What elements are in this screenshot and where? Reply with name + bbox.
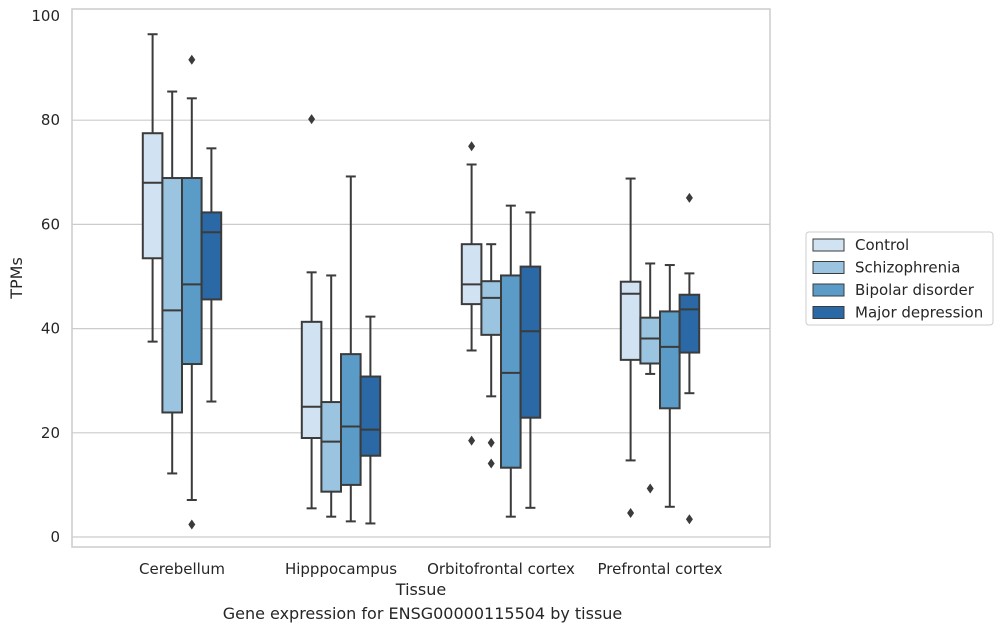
outlier-point [685,514,693,525]
legend-frame [805,231,994,326]
box-iqr [340,353,362,486]
plot-frame [71,8,771,548]
legend-label: Control [855,236,909,254]
box-iqr [678,293,701,354]
box-iqr [460,243,483,306]
box-iqr [181,177,203,366]
box-iqr [320,401,342,493]
x-tick-label: Orbitofrontal cortex [427,560,575,578]
box-iqr [500,274,522,469]
box-bipolar-disorder [500,204,522,518]
y-tick-label: 100 [31,7,60,25]
y-axis-label: TPMs [7,257,26,300]
box-control [460,141,483,446]
y-tick-label: 60 [41,215,60,233]
y-tick-label: 20 [41,424,60,442]
legend-swatch [812,283,845,297]
box-schizophrenia [320,274,342,518]
x-tick-label: Prefrontal cortex [598,560,723,578]
box-iqr [659,310,681,410]
legend-label: Schizophrenia [855,259,960,277]
box-control [619,177,642,519]
box-iqr [519,265,542,419]
box-schizophrenia [639,262,662,494]
y-tick-label: 80 [41,111,60,129]
outlier-point [487,458,495,469]
outlier-point [646,483,654,494]
x-axis-label: Tissue [395,580,446,599]
box-major-depression [200,147,223,403]
outlier-point [308,114,316,125]
legend-swatch [812,261,845,274]
box-iqr [480,280,502,336]
box-major-depression [678,192,701,525]
box-control [300,114,323,510]
box-iqr [639,316,662,365]
box-iqr [200,211,223,301]
box-bipolar-disorder [340,175,362,523]
outlier-point [627,508,635,519]
box-iqr [161,177,183,414]
box-bipolar-disorder [181,54,203,530]
outlier-point [468,435,476,446]
box-plots [141,33,701,530]
y-tick-label: 40 [41,320,60,338]
box-control [141,33,164,343]
x-axis-ticks: Cerebellum Hipppocampus Orbitofrontal cort… [139,560,723,578]
y-axis-ticks: 0 20 40 60 80 100 [31,7,60,546]
box-schizophrenia [480,243,502,469]
box-schizophrenia [161,90,183,475]
box-major-depression [359,315,382,525]
x-tick-label: Hipppocampus [285,560,397,578]
box-major-depression [519,211,542,509]
outlier-point [188,54,196,65]
outlier-point [487,437,495,448]
outlier-point [685,192,693,203]
box-iqr [141,132,164,260]
legend: Control Schizophrenia Bipolar disorder Majo… [805,231,994,326]
outlier-point [188,519,196,530]
legend-label: Major depression [855,304,983,322]
x-tick-label: Cerebellum [139,560,225,578]
chart-caption: Gene expression for ENSG00000115504 by t… [222,604,623,623]
box-iqr [359,375,382,457]
legend-swatch [812,306,845,319]
legend-label: Bipolar disorder [855,281,975,299]
y-tick-label: 0 [50,528,60,546]
legend-swatch [812,238,845,252]
outlier-point [468,141,476,152]
legend-items: Control Schizophrenia Bipolar disorder Majo… [812,236,983,322]
box-bipolar-disorder [659,264,681,508]
box-iqr [300,320,323,440]
